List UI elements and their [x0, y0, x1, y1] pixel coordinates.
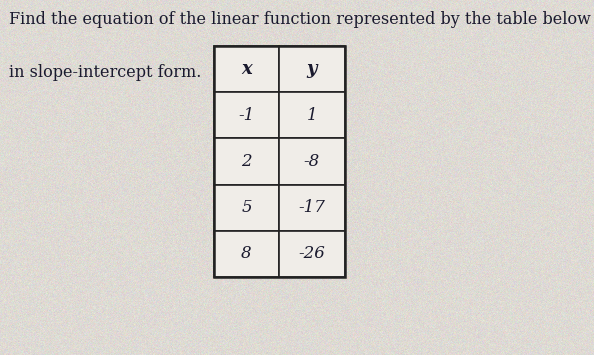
Text: 8: 8	[241, 245, 252, 262]
Bar	[279, 185, 345, 231]
Bar	[214, 185, 279, 231]
Bar	[279, 46, 345, 92]
Text: in slope-intercept form.: in slope-intercept form.	[9, 64, 201, 81]
Bar	[214, 231, 279, 277]
Text: 1: 1	[307, 107, 317, 124]
Bar	[279, 231, 345, 277]
Bar	[279, 138, 345, 185]
Text: Find the equation of the linear function represented by the table below: Find the equation of the linear function…	[9, 11, 591, 28]
Text: y: y	[307, 60, 317, 78]
Bar	[214, 92, 279, 138]
Bar	[214, 46, 345, 277]
Text: -8: -8	[304, 153, 320, 170]
Text: -1: -1	[238, 107, 255, 124]
Text: 5: 5	[241, 199, 252, 216]
Bar	[214, 46, 279, 92]
Text: -26: -26	[298, 245, 326, 262]
Text: 2: 2	[241, 153, 252, 170]
Bar	[279, 92, 345, 138]
Text: -17: -17	[298, 199, 326, 216]
Bar	[214, 138, 279, 185]
Text: x: x	[241, 60, 252, 78]
